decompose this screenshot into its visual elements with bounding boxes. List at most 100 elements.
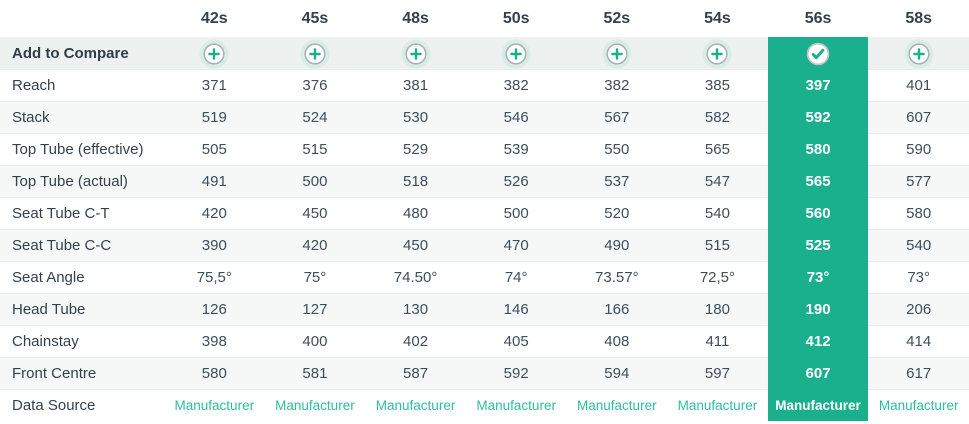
geometry-value-cell: 75,5°: [164, 261, 265, 294]
geometry-value-cell: 206: [868, 293, 969, 326]
geometry-value-cell: 515: [264, 133, 366, 166]
size-column-header: 58s: [868, 0, 969, 38]
table-row: Top Tube (effective) 505 515 529 539 550 565 58…: [0, 133, 969, 166]
geometry-value-cell: 73.57°: [566, 261, 668, 294]
data-source-cell: Manufacturer: [667, 389, 768, 421]
data-source-cell: Manufacturer: [868, 389, 969, 421]
geometry-value-cell: 73°: [868, 261, 969, 294]
geometry-value-cell: 505: [164, 133, 265, 166]
size-column-header: 52s: [566, 0, 668, 38]
data-source-link[interactable]: Manufacturer: [775, 398, 861, 413]
geometry-value-cell: 470: [465, 229, 567, 262]
data-source-link[interactable]: Manufacturer: [174, 398, 255, 413]
table-row: Chainstay 398 400 402 405 408 411 412 414: [0, 325, 969, 358]
geometry-value-cell: 490: [566, 229, 668, 262]
geometry-value-cell: 519: [164, 101, 265, 134]
plus-circle-icon[interactable]: [300, 39, 330, 69]
geometry-value-cell: 180: [667, 293, 768, 326]
compare-cell: [566, 37, 668, 70]
geometry-value-cell: 72,5°: [667, 261, 768, 294]
plus-circle-icon[interactable]: [602, 39, 632, 69]
data-source-link[interactable]: Manufacturer: [476, 398, 556, 413]
size-column-header: 56s: [767, 0, 869, 38]
geometry-value-cell: 420: [264, 229, 366, 262]
data-source-link[interactable]: Manufacturer: [577, 398, 657, 413]
geometry-value-cell: 540: [868, 229, 969, 262]
plus-circle-icon[interactable]: [702, 39, 732, 69]
geometry-value-cell: 500: [264, 165, 366, 198]
geometry-value-cell: 127: [264, 293, 366, 326]
geometry-value-cell: 412: [767, 325, 869, 358]
geometry-value-cell: 540: [667, 197, 768, 230]
geometry-value-cell: 592: [767, 101, 869, 134]
geometry-value-cell: 607: [868, 101, 969, 134]
geometry-value-cell: 126: [164, 293, 265, 326]
geometry-value-cell: 580: [767, 133, 869, 166]
check-circle-icon[interactable]: [803, 39, 833, 69]
geometry-value-cell: 539: [465, 133, 567, 166]
data-source-cell: Manufacturer: [465, 389, 567, 421]
geometry-value-cell: 577: [868, 165, 969, 198]
geometry-value-cell: 500: [465, 197, 567, 230]
table-row: Head Tube 126 127 130 146 166 180 190 206: [0, 293, 969, 326]
row-label: Top Tube (effective): [0, 133, 164, 166]
geometry-value-cell: 166: [566, 293, 668, 326]
row-label: Seat Tube C-C: [0, 229, 164, 262]
compare-cell: [365, 37, 466, 70]
geometry-value-cell: 398: [164, 325, 265, 358]
size-column-header: 42s: [164, 0, 265, 38]
geometry-value-cell: 146: [465, 293, 567, 326]
compare-cell: [667, 37, 768, 70]
geometry-value-cell: 382: [566, 69, 668, 102]
geometry-value-cell: 565: [767, 165, 869, 198]
data-source-cell: Manufacturer: [164, 389, 265, 421]
geometry-value-cell: 565: [667, 133, 768, 166]
geometry-value-cell: 520: [566, 197, 668, 230]
size-column-header: 54s: [667, 0, 768, 38]
geometry-value-cell: 402: [365, 325, 466, 358]
plus-circle-icon[interactable]: [904, 39, 934, 69]
geometry-value-cell: 130: [365, 293, 466, 326]
geometry-value-cell: 580: [164, 357, 265, 390]
geometry-value-cell: 524: [264, 101, 366, 134]
row-label: Reach: [0, 69, 164, 102]
compare-row-label: Add to Compare: [0, 37, 164, 70]
row-label: Stack: [0, 101, 164, 134]
table-row: Seat Tube C-T 420 450 480 500 520 540 560 580: [0, 197, 969, 230]
data-source-cell: Manufacturer: [365, 389, 466, 421]
data-source-link[interactable]: Manufacturer: [878, 398, 959, 413]
geometry-value-cell: 400: [264, 325, 366, 358]
row-label: Seat Tube C-T: [0, 197, 164, 230]
plus-circle-icon[interactable]: [501, 39, 531, 69]
table-row: Seat Tube C-C 390 420 450 470 490 515 525 540: [0, 229, 969, 262]
geometry-value-cell: 587: [365, 357, 466, 390]
geometry-value-cell: 390: [164, 229, 265, 262]
geometry-value-cell: 450: [264, 197, 366, 230]
compare-cell: [868, 37, 969, 70]
geometry-value-cell: 408: [566, 325, 668, 358]
geometry-value-cell: 450: [365, 229, 466, 262]
geometry-value-cell: 560: [767, 197, 869, 230]
geometry-value-cell: 580: [868, 197, 969, 230]
geometry-value-cell: 411: [667, 325, 768, 358]
table-row: Front Centre 580 581 587 592 594 597 607 617: [0, 357, 969, 390]
geometry-value-cell: 597: [667, 357, 768, 390]
plus-circle-icon[interactable]: [401, 39, 431, 69]
data-source-link[interactable]: Manufacturer: [375, 398, 456, 413]
geometry-value-cell: 594: [566, 357, 668, 390]
compare-cell: [264, 37, 366, 70]
geometry-value-cell: 401: [868, 69, 969, 102]
geometry-value-cell: 546: [465, 101, 567, 134]
compare-cell: [465, 37, 567, 70]
geometry-value-cell: 550: [566, 133, 668, 166]
geometry-value-cell: 414: [868, 325, 969, 358]
table-row: Seat Angle 75,5° 75° 74.50° 74° 73.57° 72,5° 73…: [0, 261, 969, 294]
data-source-link[interactable]: Manufacturer: [677, 398, 758, 413]
plus-circle-icon[interactable]: [199, 39, 229, 69]
geometry-value-cell: 74.50°: [365, 261, 466, 294]
size-column-header: 50s: [465, 0, 567, 38]
data-source-link[interactable]: Manufacturer: [275, 398, 355, 413]
geometry-value-cell: 518: [365, 165, 466, 198]
geometry-value-cell: 581: [264, 357, 366, 390]
